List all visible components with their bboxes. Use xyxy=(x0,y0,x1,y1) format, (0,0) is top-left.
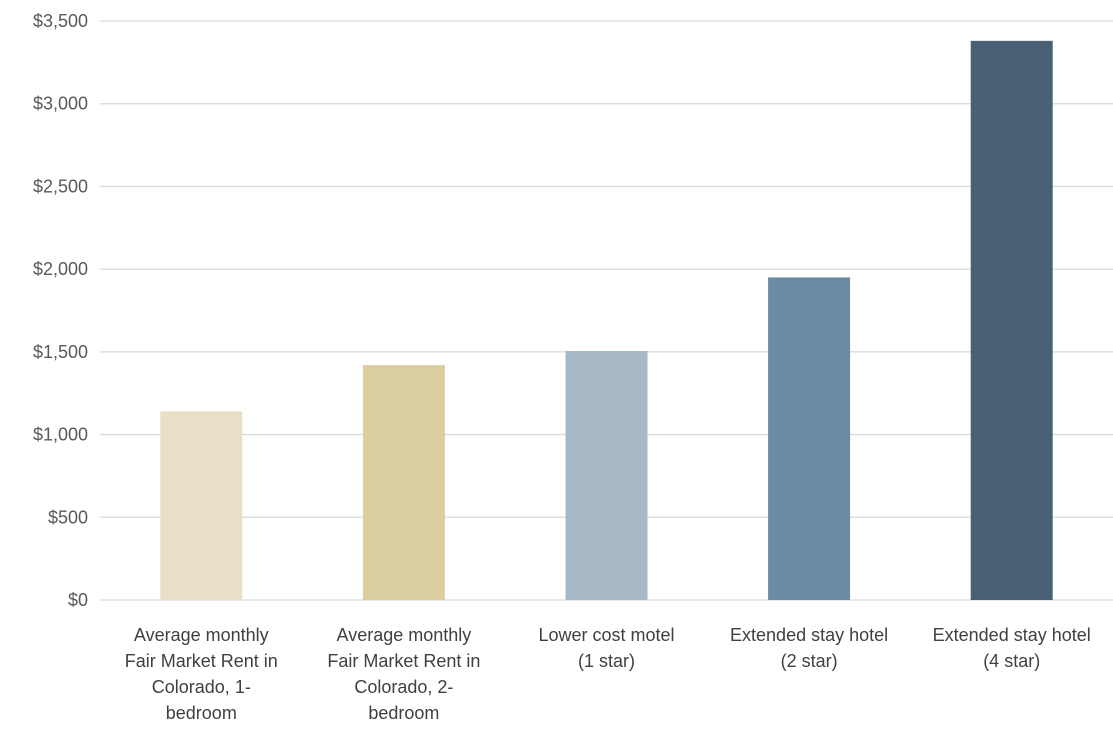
y-tick-label: $2,500 xyxy=(33,176,88,196)
y-tick-label: $500 xyxy=(48,507,88,527)
y-axis-tick-labels: $0 $500 $1,000 $1,500 $2,000 $2,500 $3,000 $3,5… xyxy=(33,11,88,610)
y-tick-label: $1,500 xyxy=(33,342,88,362)
x-category-label: Average monthly Fair Market Rent in Colora… xyxy=(125,625,278,723)
x-category-label: Average monthly Fair Market Rent in Colora… xyxy=(327,625,480,723)
bar xyxy=(160,411,243,600)
bars xyxy=(160,40,1053,600)
bar xyxy=(970,40,1053,600)
y-tick-label: $1,000 xyxy=(33,425,88,445)
y-tick-label: $3,500 xyxy=(33,11,88,31)
bar xyxy=(362,365,445,600)
bar xyxy=(565,351,648,600)
y-tick-label: $0 xyxy=(68,590,88,610)
y-tick-label: $3,000 xyxy=(33,94,88,114)
x-category-label: Extended stay hotel (2 star) xyxy=(730,625,888,671)
x-category-label: Lower cost motel (1 star) xyxy=(538,625,674,671)
x-axis-category-labels: Average monthly Fair Market Rent in Colora… xyxy=(125,625,1091,723)
x-category-label: Extended stay hotel (4 star) xyxy=(933,625,1091,671)
y-tick-label: $2,000 xyxy=(33,259,88,279)
bar xyxy=(768,277,851,600)
